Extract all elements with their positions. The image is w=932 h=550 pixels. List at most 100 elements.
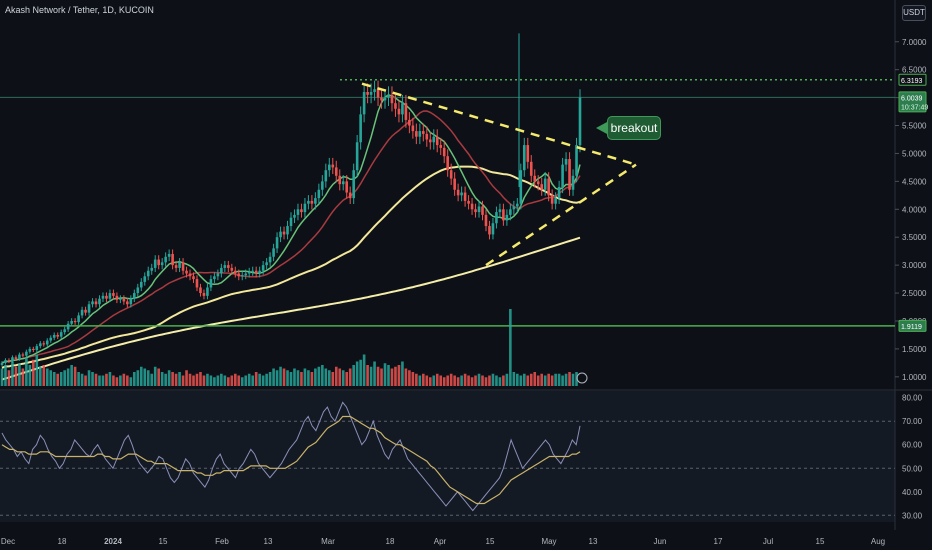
volume-bar — [52, 372, 56, 386]
candle — [251, 270, 254, 272]
candle — [519, 170, 523, 204]
candle — [331, 164, 335, 168]
volume-bar — [70, 365, 73, 386]
candle — [505, 214, 509, 221]
volume-bar — [233, 373, 237, 386]
candle — [477, 206, 481, 213]
candle — [4, 360, 7, 363]
candle — [143, 276, 147, 282]
candle — [244, 273, 248, 276]
candle — [411, 125, 415, 132]
candle — [206, 287, 209, 296]
candle — [488, 226, 491, 235]
volume-bar — [160, 372, 164, 386]
candle — [418, 131, 422, 137]
volume-bar — [369, 366, 373, 386]
candle — [146, 270, 150, 277]
candle — [237, 273, 241, 277]
candle — [80, 309, 84, 316]
candle — [209, 279, 213, 288]
volume-bar — [564, 373, 568, 386]
candle — [28, 348, 32, 352]
symbol-title[interactable]: Akash Network / Tether, 1D, KUCOIN — [5, 5, 154, 15]
candle — [404, 103, 408, 120]
candle — [265, 262, 268, 266]
candle — [575, 145, 578, 176]
candle — [11, 357, 14, 362]
candle — [554, 198, 557, 204]
candle — [348, 192, 352, 199]
volume-bar — [463, 373, 467, 386]
y-tick-label: 5.0000 — [902, 149, 927, 158]
candle — [303, 203, 307, 213]
candle — [502, 209, 505, 221]
volume-bar — [49, 370, 53, 386]
volume-bar — [150, 373, 154, 386]
volume-bar — [314, 368, 317, 386]
volume-bar — [139, 366, 143, 386]
candle — [56, 334, 60, 337]
volume-bar — [101, 375, 105, 386]
candle — [59, 332, 63, 337]
volume-bar — [435, 373, 439, 386]
volume-bar — [45, 368, 49, 386]
candle — [289, 217, 293, 227]
y-tick-label: 3.0000 — [902, 261, 927, 270]
volume-bar — [547, 373, 550, 386]
volume-bar — [185, 370, 188, 386]
x-tick-label: 2024 — [104, 537, 122, 546]
x-tick-label: 17 — [714, 537, 723, 546]
candle — [150, 267, 154, 271]
volume-bar — [63, 370, 66, 386]
candle — [334, 167, 338, 176]
candle — [307, 200, 310, 204]
rsi-y-tick-label: 60.00 — [902, 441, 923, 450]
volume-bar — [307, 370, 310, 386]
volume-bar — [300, 372, 303, 386]
candle — [153, 259, 157, 268]
candle — [14, 357, 18, 359]
rsi-y-tick-label: 70.00 — [902, 417, 923, 426]
volume-bar — [446, 375, 449, 386]
candle — [63, 329, 66, 333]
candle — [540, 184, 543, 190]
currency-button[interactable]: USDT — [902, 5, 926, 21]
volume-bar — [401, 361, 404, 386]
volume-bar — [133, 372, 136, 386]
volume-bar — [265, 373, 268, 386]
price-label-box — [898, 91, 927, 113]
volume-bar — [321, 365, 324, 386]
volume-bar — [42, 365, 46, 386]
volume-bar — [404, 368, 408, 386]
candle — [456, 189, 460, 196]
candle — [401, 103, 404, 115]
candle — [491, 223, 495, 235]
candle — [387, 94, 390, 98]
candle — [272, 248, 275, 257]
volume-bar — [491, 373, 495, 386]
volume-bar — [408, 370, 411, 386]
candle — [463, 192, 467, 201]
rsi-line — [1, 401, 581, 512]
volume-bar — [80, 373, 84, 386]
volume-bar — [77, 372, 80, 386]
volume-bar — [164, 373, 167, 386]
candle — [7, 360, 11, 362]
candle — [390, 94, 394, 104]
candle — [536, 181, 540, 185]
candle — [195, 279, 199, 288]
candle — [470, 203, 474, 210]
x-tick-label: Apr — [434, 537, 447, 546]
volume-bar — [575, 372, 578, 386]
candle — [422, 131, 425, 134]
candle — [139, 281, 143, 288]
candle — [557, 186, 561, 199]
candle — [227, 265, 230, 268]
volume-bar — [108, 372, 112, 386]
y-tick-label: 1.5000 — [902, 345, 927, 354]
candle — [296, 209, 300, 215]
rsi-pane-background — [0, 391, 895, 522]
breakout-annotation[interactable]: breakout — [607, 116, 661, 140]
volume-bar — [157, 368, 160, 386]
